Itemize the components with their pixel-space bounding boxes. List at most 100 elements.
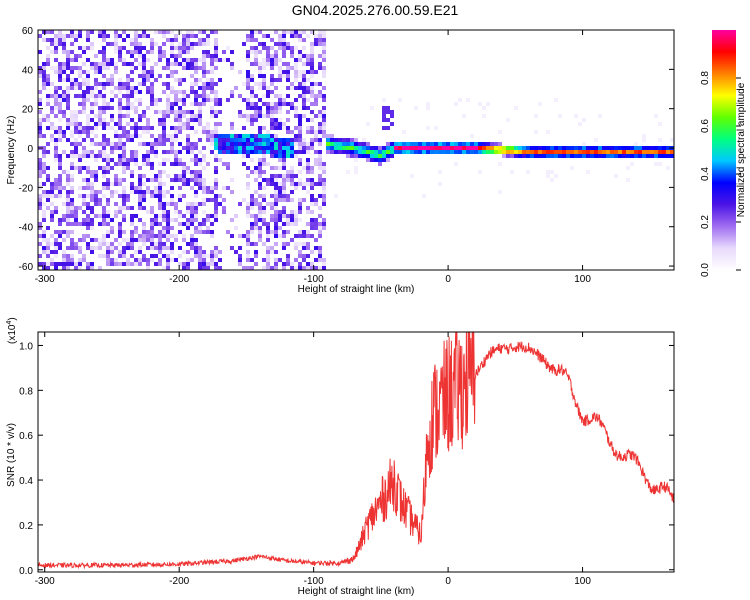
heatmap-cell [202, 190, 206, 194]
heatmap-cell [278, 190, 282, 194]
heatmap-cell [282, 214, 286, 218]
heatmap-cell [282, 74, 286, 78]
heatmap-cell [158, 162, 162, 166]
heatmap-cell [54, 230, 58, 234]
heatmap-cell [54, 130, 58, 134]
heatmap-cell [122, 38, 126, 42]
heatmap-cell [54, 242, 58, 246]
heatmap-cell [42, 62, 46, 66]
snr-y-multiplier: (x104) [6, 317, 18, 344]
heatmap-cell [70, 142, 74, 146]
heatmap-cell [306, 210, 310, 214]
heatmap-cell [394, 142, 398, 146]
heatmap-cell [66, 74, 70, 78]
heatmap-cell [282, 122, 286, 126]
heatmap-cell [154, 246, 158, 250]
heatmap-cell [514, 154, 518, 158]
heatmap-cell [58, 126, 62, 130]
heatmap-cell [138, 250, 142, 254]
heatmap-cell [298, 38, 302, 42]
heatmap-cell [58, 222, 62, 226]
heatmap-cell [194, 154, 198, 158]
heatmap-cell [278, 182, 282, 186]
heatmap-cell [650, 146, 654, 150]
heatmap-cell [310, 222, 314, 226]
heatmap-cell [146, 118, 150, 122]
heatmap-cell [134, 86, 138, 90]
x-tick-label: 100 [574, 274, 591, 285]
heatmap-cell [282, 262, 286, 266]
heatmap-cell [158, 74, 162, 78]
heatmap-cell [62, 110, 66, 114]
heatmap-cell [234, 150, 238, 154]
heatmap-cell [626, 178, 630, 182]
heatmap-cell [498, 150, 502, 154]
heatmap-cell [262, 74, 266, 78]
heatmap-cell [202, 146, 206, 150]
heatmap-cell [182, 42, 186, 46]
heatmap-cell [66, 230, 70, 234]
heatmap-cell [122, 130, 126, 134]
heatmap-cell [174, 158, 178, 162]
heatmap-cell [382, 110, 386, 114]
heatmap-cell [90, 186, 94, 190]
heatmap-cell [106, 178, 110, 182]
heatmap-cell [66, 78, 70, 82]
heatmap-cell [218, 250, 222, 254]
heatmap-cell [130, 254, 134, 258]
heatmap-cell [150, 142, 154, 146]
heatmap-cell [242, 98, 246, 102]
heatmap-cell [534, 154, 538, 158]
heatmap-cell [138, 262, 142, 266]
heatmap-cell [82, 90, 86, 94]
heatmap-cell [490, 142, 494, 146]
heatmap-cell [406, 142, 410, 146]
heatmap-cell [118, 146, 122, 150]
heatmap-cell [170, 198, 174, 202]
heatmap-cell [270, 150, 274, 154]
heatmap-cell [54, 86, 58, 90]
heatmap-cell [202, 30, 206, 34]
heatmap-cell [126, 82, 130, 86]
y-tick-label: 0 [27, 144, 33, 155]
heatmap-cell [410, 150, 414, 154]
heatmap-cell [162, 254, 166, 258]
heatmap-cell [562, 150, 566, 154]
heatmap-cell [118, 158, 122, 162]
heatmap-cell [154, 194, 158, 198]
heatmap-cell [602, 146, 606, 150]
heatmap-cell [246, 154, 250, 158]
heatmap-cell [314, 134, 318, 138]
heatmap-cell [294, 242, 298, 246]
heatmap-cell [194, 70, 198, 74]
heatmap-cell [318, 178, 322, 182]
heatmap-cell [610, 146, 614, 150]
heatmap-cell [302, 82, 306, 86]
heatmap-cell [278, 214, 282, 218]
heatmap-cell [110, 250, 114, 254]
heatmap-cell [274, 142, 278, 146]
heatmap-cell [322, 182, 326, 186]
heatmap-cell [318, 142, 322, 146]
heatmap-cell [274, 174, 278, 178]
heatmap-cell [310, 202, 314, 206]
heatmap-cell [106, 106, 110, 110]
heatmap-cell [270, 102, 274, 106]
heatmap-cell [138, 190, 142, 194]
heatmap-cell [342, 146, 346, 150]
heatmap-cell [126, 78, 130, 82]
heatmap-cell [198, 42, 202, 46]
heatmap-cell [274, 94, 278, 98]
heatmap-cell [206, 82, 210, 86]
heatmap-cell [466, 98, 470, 102]
heatmap-cell [482, 146, 486, 150]
heatmap-cell [146, 90, 150, 94]
heatmap-cell [506, 118, 510, 122]
heatmap-cell [146, 34, 150, 38]
heatmap-cell [194, 254, 198, 258]
heatmap-cell [74, 218, 78, 222]
heatmap-cell [190, 206, 194, 210]
heatmap-cell [294, 174, 298, 178]
heatmap-cell [158, 46, 162, 50]
heatmap-cell [54, 178, 58, 182]
